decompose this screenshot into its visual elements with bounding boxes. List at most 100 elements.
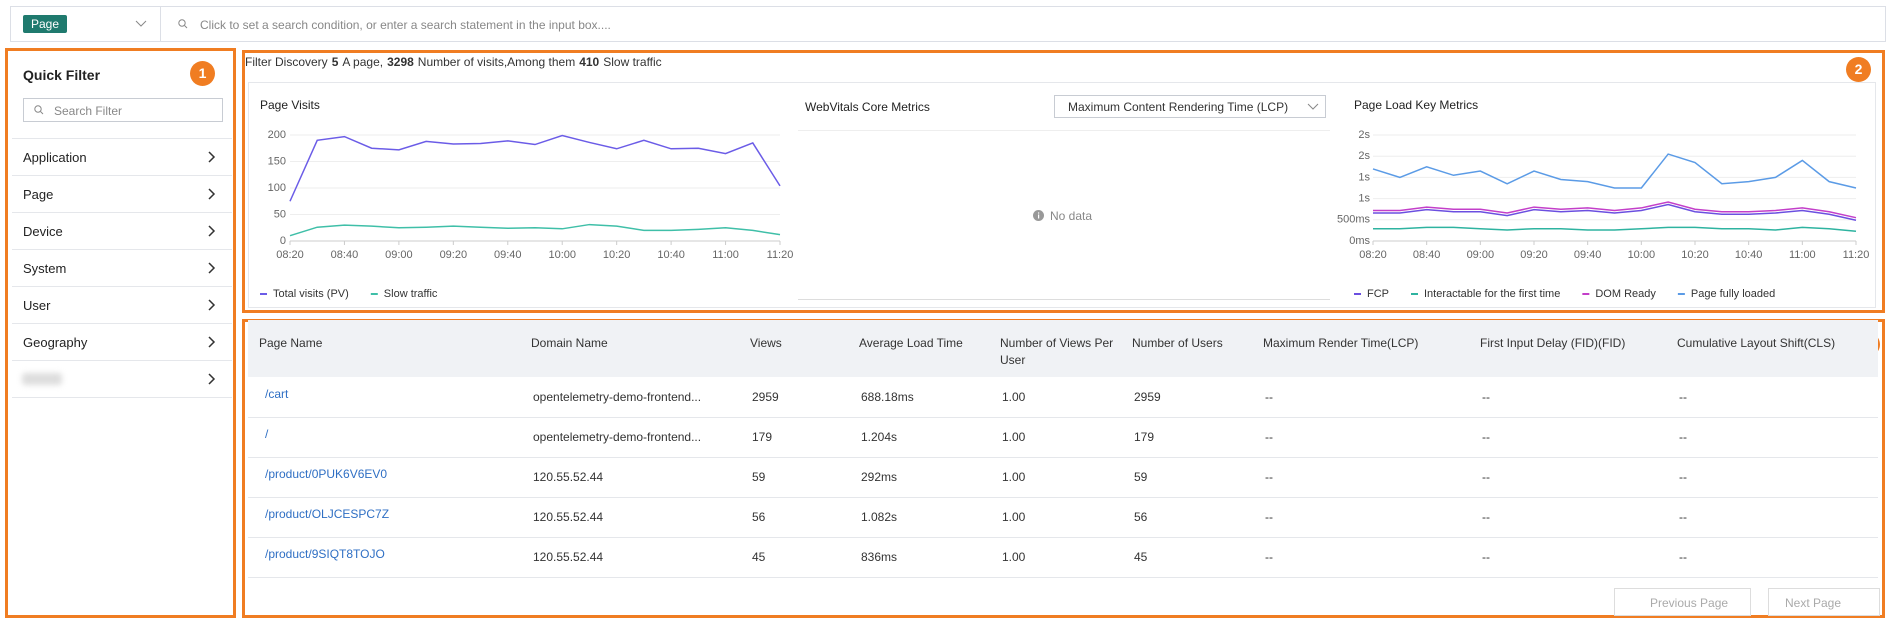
y-tick-label: 200 xyxy=(268,129,286,141)
filter-item[interactable]: Application xyxy=(23,150,87,165)
summary-part: A page, xyxy=(342,55,384,69)
table-cell: 59 xyxy=(752,470,766,484)
webvitals-title: WebVitals Core Metrics xyxy=(805,100,930,114)
table-cell: -- xyxy=(1482,510,1490,524)
table-cell: 1.00 xyxy=(1002,510,1026,524)
page-link[interactable]: / xyxy=(265,427,269,441)
table-cell: -- xyxy=(1265,550,1273,564)
separator xyxy=(12,138,232,139)
search-bar[interactable] xyxy=(10,6,1886,42)
x-tick-label: 11:20 xyxy=(1843,249,1870,261)
no-data: No data xyxy=(1050,209,1093,223)
column-header[interactable]: Average Load Time xyxy=(859,336,963,350)
next-button[interactable] xyxy=(1768,588,1880,616)
page-link[interactable]: /product/9SIQT8TOJO xyxy=(265,547,385,561)
table-cell: 56 xyxy=(1134,510,1148,524)
series-line xyxy=(289,223,781,237)
page-link[interactable]: /product/0PUK6V6EV0 xyxy=(265,467,388,481)
table-cell: -- xyxy=(1265,390,1273,404)
separator xyxy=(12,286,232,287)
annotation-badge: 1 xyxy=(190,61,215,86)
y-tick-label: 150 xyxy=(268,155,286,167)
x-tick-label: 10:40 xyxy=(1735,249,1763,261)
scope-tag[interactable]: Page xyxy=(23,15,68,33)
chevron-right xyxy=(208,151,216,163)
table-cell: 179 xyxy=(752,430,773,444)
filter-item[interactable]: User xyxy=(23,298,51,313)
legend-label: FCP xyxy=(1367,288,1389,300)
blurred-item xyxy=(22,373,62,385)
table-cell: -- xyxy=(1482,430,1490,444)
chart-panel xyxy=(248,82,1876,308)
table-cell: 45 xyxy=(1134,550,1148,564)
x-tick-label: 10:40 xyxy=(657,249,685,261)
divider xyxy=(160,7,161,41)
table-cell: -- xyxy=(1265,470,1273,484)
table-cell: 56 xyxy=(752,510,766,524)
page-link[interactable]: /product/OLJCESPC7Z xyxy=(265,507,390,521)
separator xyxy=(12,397,232,398)
summary-part: 3298 xyxy=(387,55,414,69)
column-header[interactable]: Page Name xyxy=(259,336,323,350)
row-separator xyxy=(248,537,1878,538)
x-tick-label: 09:40 xyxy=(1574,249,1602,261)
table-cell: 59 xyxy=(1134,470,1148,484)
x-tick-label: 10:00 xyxy=(1628,249,1656,261)
y-tick-label: 1s xyxy=(1358,171,1370,183)
column-header[interactable]: Number of Views Per User xyxy=(1000,336,1114,367)
series-line xyxy=(1373,203,1857,221)
table-cell: -- xyxy=(1482,470,1490,484)
column-header[interactable]: Maximum Render Time(LCP) xyxy=(1263,336,1419,350)
column-header[interactable]: Number of Users xyxy=(1132,336,1223,350)
chevron-right xyxy=(208,188,216,200)
info-icon xyxy=(1033,210,1044,221)
chevron-right xyxy=(208,336,216,348)
table-cell: 292ms xyxy=(861,470,898,484)
series-line xyxy=(1373,226,1857,232)
row-separator xyxy=(248,417,1878,418)
chevron-right xyxy=(208,373,216,385)
table-cell: -- xyxy=(1482,550,1490,564)
table-cell: 179 xyxy=(1134,430,1155,444)
column-header[interactable]: Cumulative Layout Shift(CLS) xyxy=(1677,336,1836,350)
table-cell: 1.00 xyxy=(1002,390,1026,404)
search-placeholder[interactable]: Click to set a search condition, or ente… xyxy=(200,18,611,32)
table-cell: opentelemetry-demo-frontend... xyxy=(533,430,702,444)
table-cell: 120.55.52.44 xyxy=(533,550,604,564)
row-separator xyxy=(248,457,1878,458)
prev-label[interactable]: Previous Page xyxy=(1650,596,1729,610)
x-tick-label: 09:00 xyxy=(1467,249,1495,261)
page-link[interactable]: /cart xyxy=(265,387,289,401)
prev-button[interactable] xyxy=(1614,588,1751,616)
next-label[interactable]: Next Page xyxy=(1785,596,1842,610)
chart-title: Page Load Key Metrics xyxy=(1354,98,1478,112)
table-cell: 836ms xyxy=(861,550,898,564)
table-cell: -- xyxy=(1265,510,1273,524)
x-tick-label: 09:40 xyxy=(494,249,522,261)
row-separator xyxy=(248,577,1878,578)
column-header[interactable]: First Input Delay (FID)(FID) xyxy=(1480,336,1626,350)
y-tick-label: 1s xyxy=(1358,193,1370,205)
y-tick-label: 2s xyxy=(1358,129,1370,141)
table-cell: 1.00 xyxy=(1002,550,1026,564)
filter-item[interactable]: Page xyxy=(23,187,54,202)
summary-part: 5 xyxy=(331,55,339,69)
filter-search[interactable] xyxy=(23,98,223,122)
table-cell: -- xyxy=(1265,430,1273,444)
legend-label: DOM Ready xyxy=(1595,288,1656,300)
filter-item[interactable]: System xyxy=(23,261,67,276)
table-header xyxy=(248,320,1878,377)
summary-part: 410 xyxy=(579,55,600,69)
annotation-box-2 xyxy=(242,50,1885,313)
x-tick-label: 09:00 xyxy=(385,249,413,261)
selector[interactable] xyxy=(1054,95,1326,118)
table-cell: -- xyxy=(1679,470,1687,484)
column-header[interactable]: Views xyxy=(750,336,782,350)
chevron xyxy=(1307,103,1319,110)
column-header[interactable]: Domain Name xyxy=(531,336,608,350)
table-cell: 1.204s xyxy=(861,430,898,444)
filter-item[interactable]: Geography xyxy=(23,335,88,350)
chevron xyxy=(135,20,147,27)
filter-item[interactable]: Device xyxy=(23,224,63,239)
